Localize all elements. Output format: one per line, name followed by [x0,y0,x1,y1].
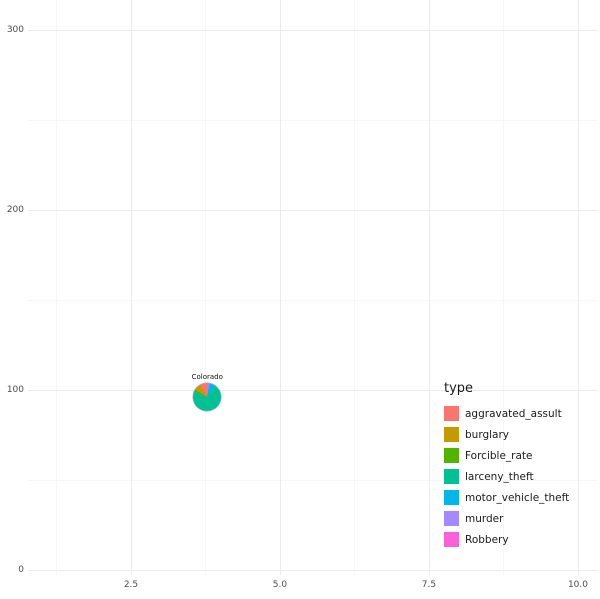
legend-entry: motor_vehicle_theft [444,487,569,508]
legend-entry: Forcible_rate [444,445,569,466]
minor-gridline-h [28,299,598,301]
pie-mark [193,383,222,412]
legend-swatch [444,490,459,505]
legend-label: burglary [465,428,509,441]
x-axis-tick-label: 2.5 [123,580,139,590]
major-gridline-v [577,0,579,575]
legend: type aggravated_assult burglary Forcible_r… [444,381,569,550]
major-gridline-v [428,0,430,575]
legend-label: larceny_theft [465,470,534,483]
major-gridline-v [279,0,281,575]
legend-entry: larceny_theft [444,466,569,487]
legend-swatch [444,448,459,463]
minor-gridline-h [28,479,598,481]
y-axis-tick-label: 200 [6,204,24,215]
minor-gridline-v [354,0,356,575]
legend-swatch [444,427,459,442]
legend-swatch [444,532,459,547]
legend-swatch [444,469,459,484]
legend-entry: burglary [444,424,569,445]
legend-title: type [444,381,474,396]
y-axis-tick-label: 100 [6,384,24,395]
x-axis-tick-label: 10.0 [567,580,588,590]
legend-label: murder [465,512,504,525]
y-axis-tick-label: 300 [6,24,24,35]
major-gridline-h [28,29,598,31]
major-gridline-v [130,0,132,575]
legend-label: motor_vehicle_theft [465,491,570,504]
minor-gridline-v [205,0,207,575]
major-gridline-h [28,209,598,211]
legend-label: aggravated_assult [465,407,562,420]
x-axis-tick-label: 5.0 [272,580,288,590]
legend-swatch [444,511,459,526]
x-axis-tick-label: 7.5 [421,580,437,590]
legend-entry: aggravated_assult [444,403,569,424]
legend-swatch [444,406,459,421]
pie-point-label: Colorado [191,373,223,382]
minor-gridline-v [503,0,505,575]
y-axis-tick-label: 0 [18,564,24,575]
legend-entry: Robbery [444,529,569,550]
legend-entry: murder [444,508,569,529]
legend-label: Robbery [465,533,509,546]
legend-label: Forcible_rate [465,449,533,462]
minor-gridline-h [28,119,598,121]
major-gridline-h [28,389,598,391]
major-gridline-h [28,569,598,571]
minor-gridline-v [56,0,58,575]
